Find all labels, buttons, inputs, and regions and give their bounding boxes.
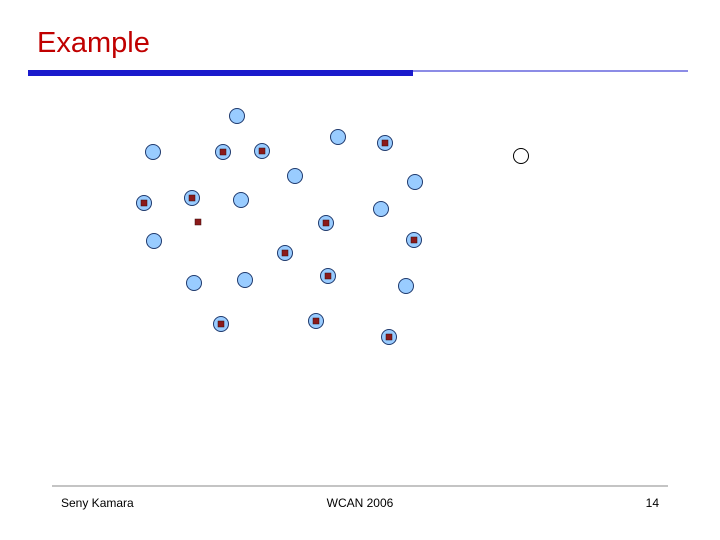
- node-marker: [410, 236, 418, 244]
- footer-event: WCAN 2006: [327, 496, 394, 510]
- node: [407, 174, 423, 190]
- node: [229, 108, 245, 124]
- node: [146, 233, 162, 249]
- slide-title: Example: [37, 27, 150, 59]
- node: [145, 144, 161, 160]
- node-marker: [281, 249, 289, 257]
- footer-author: Seny Kamara: [61, 496, 134, 510]
- node-marker: [322, 219, 330, 227]
- node: [398, 278, 414, 294]
- node: [186, 275, 202, 291]
- node: [237, 272, 253, 288]
- node: [287, 168, 303, 184]
- node-marker: [312, 317, 320, 325]
- footer-page: 14: [646, 496, 660, 510]
- node-marker: [140, 199, 148, 207]
- node-marker: [385, 333, 393, 341]
- node: [513, 148, 529, 164]
- node-marker: [381, 139, 389, 147]
- node-marker: [217, 320, 225, 328]
- node-marker: [258, 147, 266, 155]
- node: [233, 192, 249, 208]
- node-marker: [188, 194, 196, 202]
- node-marker: [219, 148, 227, 156]
- title-bar: [28, 70, 413, 76]
- node-marker: [194, 218, 202, 226]
- node-graph: [136, 108, 529, 345]
- node: [373, 201, 389, 217]
- node-marker: [324, 272, 332, 280]
- node: [330, 129, 346, 145]
